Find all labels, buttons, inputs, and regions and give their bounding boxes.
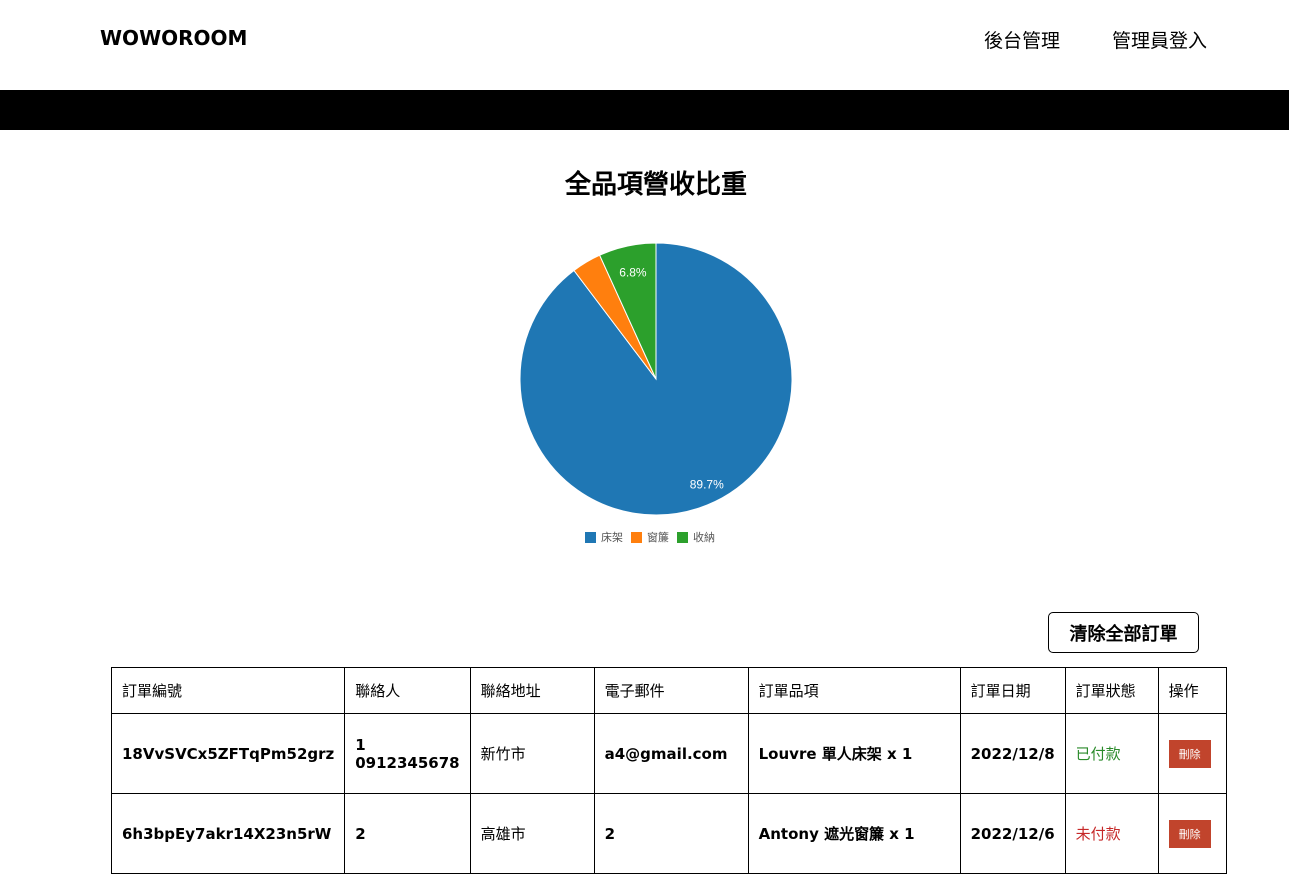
delete-button[interactable]: 刪除 [1168,739,1211,768]
pie-chart: 89.7% 6.8% [519,242,793,516]
pie-slice-label: 6.8% [619,266,647,280]
header-status: 訂單狀態 [1064,667,1159,714]
status-cell: 未付款 [1064,793,1159,874]
table-row: 18VvSVCx5ZFTqPm52grz 1 0912345678 新竹市 a4… [110,713,1227,794]
pie-slice-收納 [598,242,657,380]
order-id: 6h3bpEy7akr14X23n5rW [110,793,346,874]
delete-button[interactable]: 刪除 [1168,819,1211,848]
order-items: Louvre 單人床架 x 1 [747,713,961,794]
nav-admin-link[interactable]: 後台管理 [984,30,1061,52]
contact-name: 1 [355,735,366,754]
order-date: 2022/12/6 [959,793,1066,874]
legend-swatch [631,531,642,543]
legend-label: 窗簾 [647,531,669,544]
clear-all-orders-button[interactable]: 清除全部訂單 [1048,612,1199,653]
action-cell: 刪除 [1157,713,1227,794]
status-cell: 已付款 [1064,713,1159,794]
order-id: 18VvSVCx5ZFTqPm52grz [110,713,346,794]
header-action: 操作 [1157,667,1227,714]
order-status[interactable]: 已付款 [1075,745,1121,763]
contact-name: 2 [355,824,366,843]
legend-swatch [677,531,688,543]
order-status[interactable]: 未付款 [1075,825,1121,843]
header-order-id: 訂單編號 [110,667,346,714]
email: 2 [593,793,749,874]
header-contact: 聯絡人 [344,667,471,714]
nav-login-link[interactable]: 管理員登入 [1112,30,1208,52]
header-email: 電子郵件 [593,667,749,714]
contact-cell: 1 0912345678 [344,713,471,794]
logo[interactable]: WOWOROOM [100,26,248,50]
contact-cell: 2 [344,793,471,874]
order-items: Antony 遮光窗簾 x 1 [747,793,961,874]
table-row: 6h3bpEy7akr14X23n5rW 2 高雄市 2 Antony 遮光窗簾… [110,793,1227,874]
orders-table: 訂單編號 聯絡人 聯絡地址 電子郵件 訂單品項 訂單日期 訂單狀態 操作 18V… [110,667,1227,874]
order-date: 2022/12/8 [959,713,1066,794]
chart-title: 全品項營收比重 [564,170,747,200]
top-navbar: WOWOROOM 後台管理 管理員登入 [0,0,1289,90]
table-header-row: 訂單編號 聯絡人 聯絡地址 電子郵件 訂單品項 訂單日期 訂單狀態 操作 [110,667,1227,714]
contact-phone: 0912345678 [355,753,460,772]
legend-item[interactable]: 床架 [585,529,623,545]
black-banner [0,90,1289,130]
address: 新竹市 [469,713,595,794]
header-items: 訂單品項 [747,667,961,714]
pie-slice-label: 89.7% [690,478,724,492]
header-date: 訂單日期 [959,667,1066,714]
legend-item[interactable]: 收納 [677,529,715,545]
action-cell: 刪除 [1157,793,1227,874]
address: 高雄市 [469,793,595,874]
legend-label: 收納 [693,531,715,544]
legend-item[interactable]: 窗簾 [631,529,669,545]
email: a4@gmail.com [593,713,749,794]
legend-label: 床架 [601,531,623,544]
legend-swatch [585,531,596,543]
chart-legend: 床架 窗簾 收納 [585,529,723,545]
header-address: 聯絡地址 [469,667,595,714]
